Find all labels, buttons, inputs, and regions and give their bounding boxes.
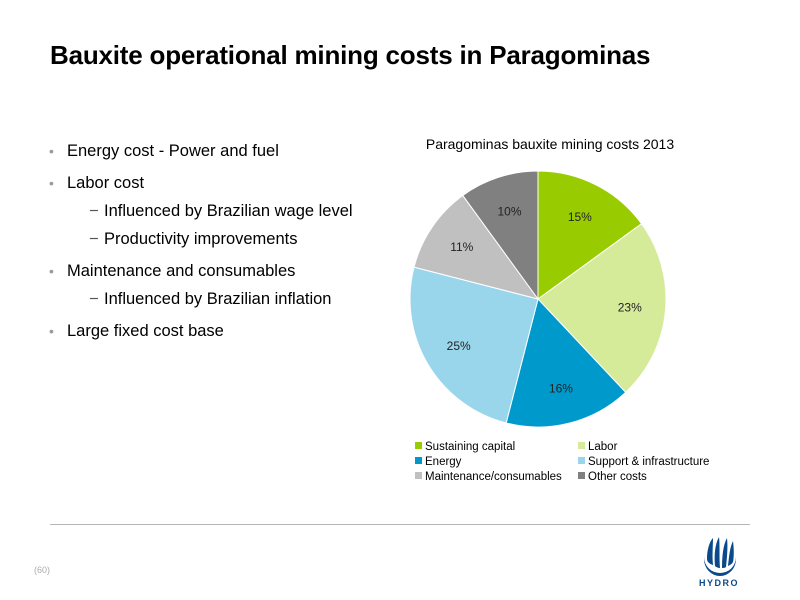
bullet-dot-icon: • bbox=[49, 263, 54, 279]
pie-slice-label: 11% bbox=[450, 240, 473, 254]
bullet-list: • Energy cost - Power and fuel • Labor c… bbox=[45, 140, 385, 342]
pie-slice-label: 25% bbox=[447, 339, 471, 353]
page-number: (60) bbox=[34, 565, 51, 575]
sub-bullet-text: Productivity improvements bbox=[104, 230, 298, 248]
bullet-text: Large fixed cost base bbox=[67, 322, 224, 340]
sub-bullet-item: − Productivity improvements bbox=[67, 228, 385, 250]
bullet-dot-icon: • bbox=[49, 143, 54, 159]
bullet-text: Labor cost bbox=[67, 174, 145, 192]
pie-slice-maintenance-consumables bbox=[413, 194, 540, 300]
legend-swatch bbox=[578, 472, 585, 479]
legend-label: Support & infrastructure bbox=[588, 456, 710, 468]
pie-slice-label: 16% bbox=[549, 381, 573, 395]
bullet-item: • Labor cost − Influenced by Brazilian w… bbox=[45, 172, 385, 250]
pie-chart: 15% 23% 16% 25% 11% 10% bbox=[409, 170, 667, 428]
sub-bullet-text: Influenced by Brazilian wage level bbox=[104, 202, 353, 220]
footer-divider bbox=[50, 524, 750, 525]
sub-bullet-item: − Influenced by Brazilian wage level bbox=[67, 200, 385, 222]
legend-swatch bbox=[578, 442, 585, 449]
pie-slice-energy bbox=[505, 297, 627, 428]
dash-icon: − bbox=[89, 230, 99, 248]
bullet-item: • Large fixed cost base bbox=[45, 320, 385, 342]
pie-slice-labor bbox=[537, 223, 667, 394]
pie-slice-sustaining-capital bbox=[537, 170, 643, 300]
legend-item: Maintenance/consumables bbox=[415, 470, 562, 484]
bullet-text: Maintenance and consumables bbox=[67, 262, 296, 280]
bullet-item: • Energy cost - Power and fuel bbox=[45, 140, 385, 162]
dash-icon: − bbox=[89, 290, 99, 308]
legend-item: Labor bbox=[578, 440, 617, 454]
pie-slice-label: 15% bbox=[568, 210, 592, 224]
legend-item: Energy bbox=[415, 455, 461, 469]
legend-swatch bbox=[578, 457, 585, 464]
legend-label: Maintenance/consumables bbox=[425, 471, 562, 483]
legend-label: Energy bbox=[425, 456, 462, 468]
pie-slice-support-infrastructure bbox=[409, 266, 539, 424]
bullet-dot-icon: • bbox=[49, 175, 54, 191]
legend-swatch bbox=[415, 472, 422, 479]
chart-title: Paragominas bauxite mining costs 2013 bbox=[425, 136, 675, 152]
sub-bullet-item: − Influenced by Brazilian inflation bbox=[67, 288, 385, 310]
sub-bullet-text: Influenced by Brazilian inflation bbox=[104, 290, 332, 308]
bullet-text: Energy cost - Power and fuel bbox=[67, 142, 279, 160]
legend-item: Support & infrastructure bbox=[578, 455, 709, 469]
pie-slice-label: 23% bbox=[618, 301, 642, 315]
pie-slice-other-costs bbox=[462, 170, 539, 301]
slide-title: Bauxite operational mining costs in Para… bbox=[50, 40, 651, 70]
legend-item: Other costs bbox=[578, 470, 647, 484]
legend-swatch bbox=[415, 457, 422, 464]
dash-icon: − bbox=[89, 202, 99, 220]
logo-text: HYDRO bbox=[698, 578, 739, 588]
hydro-logo-icon bbox=[704, 537, 736, 576]
legend-swatch bbox=[415, 442, 422, 449]
legend-label: Sustaining capital bbox=[425, 441, 516, 453]
bullet-item: • Maintenance and consumables − Influenc… bbox=[45, 260, 385, 310]
legend-label: Labor bbox=[588, 441, 618, 453]
legend-label: Other costs bbox=[588, 471, 647, 483]
pie-slice-label: 10% bbox=[498, 204, 522, 218]
bullet-dot-icon: • bbox=[49, 323, 54, 339]
legend-item: Sustaining capital bbox=[415, 440, 515, 454]
